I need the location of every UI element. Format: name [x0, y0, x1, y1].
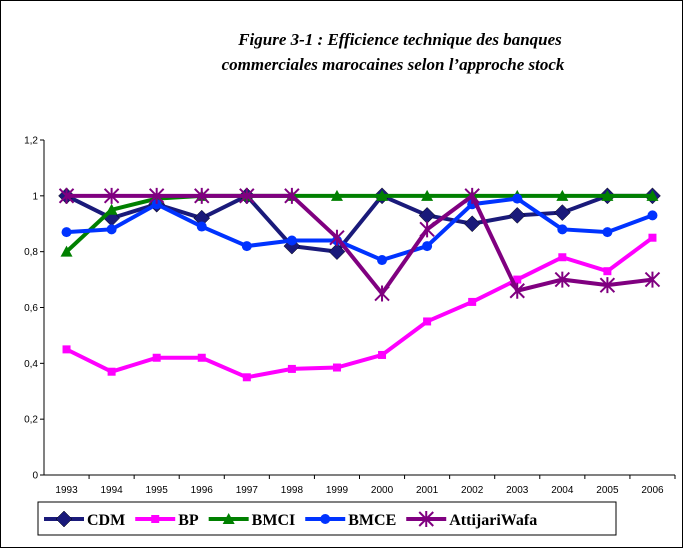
x-tick-label: 2005 — [596, 485, 619, 496]
legend-marker — [320, 514, 331, 524]
legend-marker — [418, 511, 434, 527]
series-line — [66, 196, 654, 263]
x-tick-label: 1996 — [191, 485, 214, 496]
point — [377, 255, 388, 266]
x-tick-label: 2004 — [551, 485, 574, 496]
point — [332, 363, 341, 372]
point — [422, 241, 433, 252]
point — [599, 277, 616, 294]
x-tick-label: 1997 — [236, 485, 259, 496]
point — [287, 364, 296, 373]
point — [330, 189, 343, 201]
point — [241, 241, 252, 252]
legend-marker — [222, 513, 235, 524]
point — [512, 193, 523, 204]
point — [463, 215, 481, 233]
point — [419, 221, 435, 238]
point — [553, 204, 571, 221]
chart-title: commerciales marocaines selon l’approche… — [222, 55, 565, 74]
x-tick-label: 2001 — [416, 485, 439, 496]
point — [421, 189, 434, 201]
point — [60, 245, 73, 257]
y-tick-label: 0,4 — [24, 359, 38, 370]
legend-marker — [55, 510, 73, 528]
x-tick-label: 2000 — [371, 485, 394, 496]
point — [513, 275, 522, 284]
point — [286, 235, 297, 246]
point — [329, 229, 345, 246]
point — [602, 227, 613, 238]
point — [58, 187, 75, 204]
point — [61, 227, 72, 238]
point — [557, 224, 568, 235]
x-tick-label: 2002 — [461, 485, 484, 496]
chart-title: Figure 3-1 : Efficience technique des ba… — [237, 30, 562, 49]
point — [194, 187, 210, 204]
x-tick-label: 1994 — [100, 485, 123, 496]
point — [62, 345, 71, 354]
x-tick-label: 2006 — [641, 485, 664, 496]
series-line — [66, 192, 653, 297]
point — [151, 199, 162, 210]
y-tick-label: 1,2 — [24, 136, 38, 147]
point — [105, 203, 118, 215]
point — [239, 187, 255, 204]
legend-label: BMCE — [348, 512, 396, 529]
point — [554, 271, 571, 288]
x-tick-label: 1993 — [55, 485, 78, 496]
point — [556, 189, 569, 201]
point — [148, 187, 165, 204]
point — [603, 267, 612, 276]
point — [374, 285, 390, 302]
point — [468, 297, 477, 306]
series-line — [65, 236, 654, 380]
point — [106, 224, 117, 235]
series-line — [65, 193, 653, 254]
y-tick-label: 0,6 — [24, 303, 38, 314]
point — [601, 189, 614, 201]
x-tick-label: 1998 — [281, 485, 304, 496]
legend-label: BP — [178, 512, 199, 529]
legend-marker — [151, 515, 160, 523]
point — [103, 187, 120, 204]
point — [647, 210, 658, 221]
legend-label: BMCI — [252, 512, 296, 529]
point — [242, 373, 251, 382]
y-tick-label: 0,2 — [24, 415, 38, 426]
point — [644, 271, 661, 288]
y-tick-label: 0,8 — [24, 247, 38, 258]
x-tick-label: 1995 — [146, 485, 169, 496]
point — [648, 233, 657, 242]
point — [558, 253, 567, 262]
point — [646, 189, 659, 201]
y-tick-label: 0 — [32, 471, 38, 482]
point — [152, 353, 161, 362]
point — [423, 317, 432, 326]
point — [328, 243, 346, 261]
point — [508, 207, 526, 224]
legend-label: AttijariWafa — [449, 512, 537, 529]
point — [378, 350, 387, 359]
point — [376, 189, 389, 201]
point — [464, 187, 480, 204]
y-tick-label: 1 — [32, 191, 38, 202]
point — [196, 221, 207, 232]
point — [509, 282, 525, 299]
point — [284, 187, 300, 204]
x-tick-label: 2003 — [506, 485, 529, 496]
point — [107, 367, 116, 376]
legend-label: CDM — [87, 512, 125, 529]
x-tick-label: 1999 — [326, 485, 349, 496]
point — [197, 353, 206, 362]
